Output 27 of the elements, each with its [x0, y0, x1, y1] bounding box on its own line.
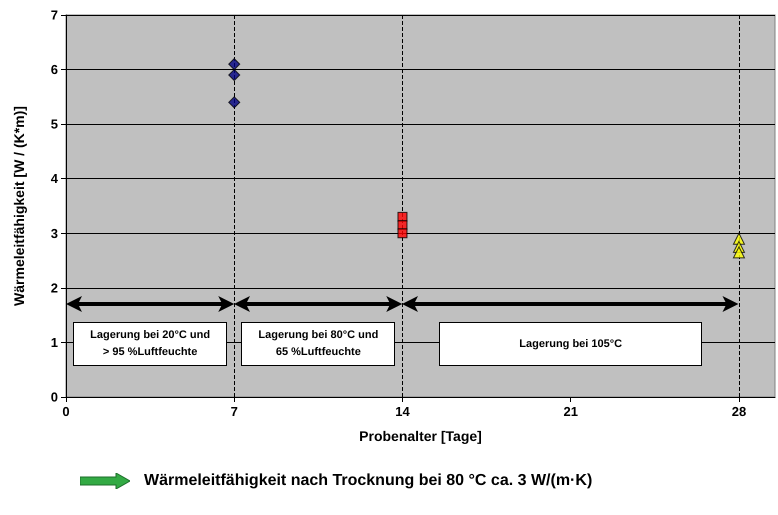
- y-axis-title: Wärmeleitfähigkeit [W / (K*m)]: [11, 106, 27, 306]
- x-tick-label: 21: [563, 404, 578, 419]
- y-tick-label: 3: [50, 226, 58, 241]
- y-tick-label: 7: [50, 8, 58, 22]
- x-axis-title: Probenalter [Tage]: [359, 428, 482, 444]
- y-tick-label: 6: [50, 62, 58, 78]
- y-tick-label: 2: [50, 280, 58, 296]
- note-box: Lagerung bei 80°C und 65 %Luftfeuchte: [241, 322, 396, 366]
- x-tick-label: 14: [395, 404, 410, 419]
- annotation: Lagerung bei 105°C: [519, 336, 622, 352]
- annotation: Lagerung bei 20°C und > 95 %Luftfeuchte: [90, 328, 210, 360]
- point: [228, 96, 240, 108]
- point: [228, 58, 240, 70]
- x-tick-label: 7: [230, 404, 238, 419]
- note-box: Lagerung bei 20°C und > 95 %Luftfeuchte: [73, 322, 228, 366]
- point: [228, 69, 240, 82]
- y-tick-label: 4: [50, 171, 59, 186]
- x-tick-label: 28: [732, 404, 746, 419]
- text: Wärmeleitfähigkeit nach Trocknung bei 80 °C ca. 3 W/(m·K): [144, 472, 592, 490]
- y-tick-label: 0: [50, 390, 58, 404]
- point: [397, 228, 408, 238]
- y-tick-label: 5: [50, 116, 58, 132]
- annotation: Lagerung bei 80°C und 65 %Luftfeuchte: [258, 328, 378, 360]
- point: [732, 246, 745, 258]
- y-tick-label: 1: [50, 334, 58, 350]
- x-tick-label: 0: [62, 404, 70, 419]
- note-box: Lagerung bei 105°C: [439, 322, 702, 366]
